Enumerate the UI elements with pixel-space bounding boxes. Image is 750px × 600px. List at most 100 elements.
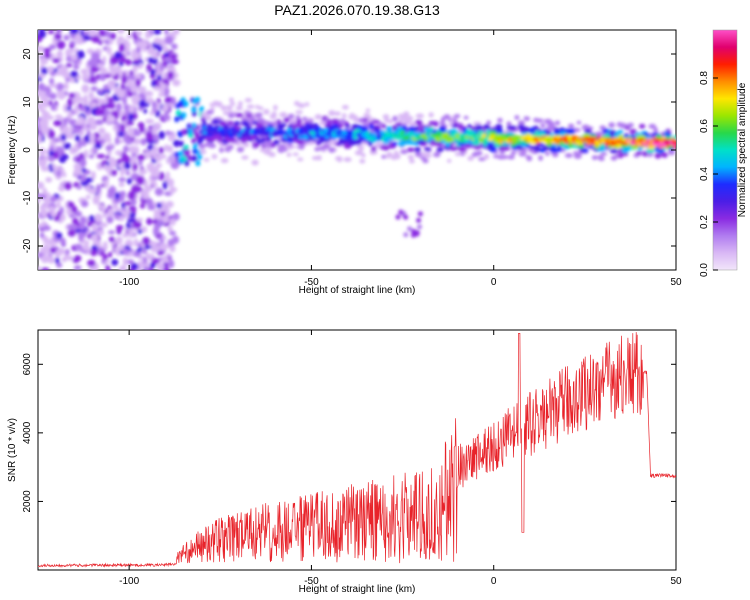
heatmap-cell [292,152,299,157]
heatmap-cell [192,148,198,155]
heatmap-cell [147,49,153,55]
heatmap-cell [122,257,128,266]
heatmap-cell [94,143,103,149]
heatmap-cell [68,92,76,99]
heatmap-cell [167,238,175,246]
heatmap-cell [159,243,169,251]
heatmap-cell [287,142,293,147]
heatmap-cell [235,105,243,111]
heatmap-cell [161,154,167,159]
heatmap-cell [114,65,122,73]
heatmap-cell [497,117,503,123]
heatmap-cell [149,262,156,269]
heatmap-cell [171,97,177,106]
heatmap-cell [627,122,634,128]
heatmap-cell [88,154,95,159]
heatmap-cell [398,209,404,215]
heatmap-cell [272,121,277,127]
heatmap-cell [191,122,197,129]
y-tick-label: 0 [22,147,33,153]
spectrogram-heatmap [38,30,676,270]
heatmap-cell [388,119,393,124]
heatmap-cell [600,152,608,156]
heatmap-cell [163,57,173,62]
heatmap-cell [163,46,169,53]
heatmap-cell [38,197,41,204]
heatmap-cell [358,135,366,141]
heatmap-cell [153,85,162,91]
heatmap-cell [503,146,511,151]
heatmap-cell [192,98,198,105]
colorbar-label: Normalized spectral amplitude [737,82,748,217]
heatmap-cell [263,109,270,115]
heatmap-cell [184,160,190,167]
heatmap-cell [486,142,494,147]
snr-panel: -100 -50 0 50 2000 4000 6000 Height of straig… [7,329,682,595]
heatmap-cell [235,112,244,118]
heatmap-cell [77,139,83,149]
colorbar: 0.0 0.2 0.4 0.6 0.8 Normalized spectral ampl… [699,29,748,277]
heatmap-cell [90,57,99,64]
heatmap-cell [256,112,263,118]
heatmap-cell [422,158,429,164]
heatmap-cell [164,35,174,45]
heatmap-cell [407,226,413,232]
heatmap-cell [85,228,90,233]
heatmap-cell [121,202,126,209]
heatmap-cell [145,252,151,260]
heatmap-cell [478,157,486,162]
heatmap-cell [266,121,274,126]
heatmap-cell [415,113,424,119]
heatmap-cell [94,119,104,126]
spectrogram-y-label: Frequency (Hz) [7,116,18,185]
heatmap-cell [609,149,619,154]
heatmap-cell [161,255,169,263]
heatmap-cell [517,120,525,126]
heatmap-cell [79,216,87,225]
heatmap-cell [535,118,544,123]
heatmap-cell [115,249,122,256]
heatmap-cell [203,157,210,162]
heatmap-cell [69,44,75,49]
heatmap-cell [552,151,559,158]
heatmap-cell [118,265,127,270]
heatmap-cell [108,159,117,168]
heatmap-cell [226,144,234,150]
heatmap-cell [174,116,180,123]
heatmap-cell [152,51,159,59]
heatmap-cell [228,132,235,139]
heatmap-cell [564,153,573,158]
heatmap-cell [144,30,151,39]
heatmap-cell [85,194,91,200]
heatmap-cell [458,147,467,153]
heatmap-cell [95,183,102,193]
heatmap-cell [195,160,201,167]
heatmap-cell [506,121,512,127]
heatmap-cell [152,226,160,236]
heatmap-cell [360,126,369,131]
heatmap-cell [56,201,61,208]
heatmap-cell [145,131,153,137]
heatmap-cell [138,158,143,167]
heatmap-cell [46,66,56,72]
heatmap-cell [304,102,310,107]
heatmap-cell [39,232,45,239]
heatmap-cell [62,172,67,178]
heatmap-cell [271,111,277,117]
heatmap-cell [392,141,398,146]
heatmap-cell [56,40,66,50]
heatmap-cell [135,46,141,53]
heatmap-cell [69,70,79,78]
heatmap-cell [67,223,77,230]
heatmap-cell [106,102,114,109]
heatmap-cell [392,115,398,122]
colorbar-tick-label: 0.6 [699,119,710,133]
heatmap-cell [151,258,160,265]
heatmap-cell [667,150,676,156]
heatmap-cell [248,116,256,122]
heatmap-cell [483,153,490,160]
x-tick-label: 50 [670,277,682,288]
heatmap-cell [361,153,366,158]
heatmap-cell [152,102,157,109]
heatmap-cell [246,104,255,109]
